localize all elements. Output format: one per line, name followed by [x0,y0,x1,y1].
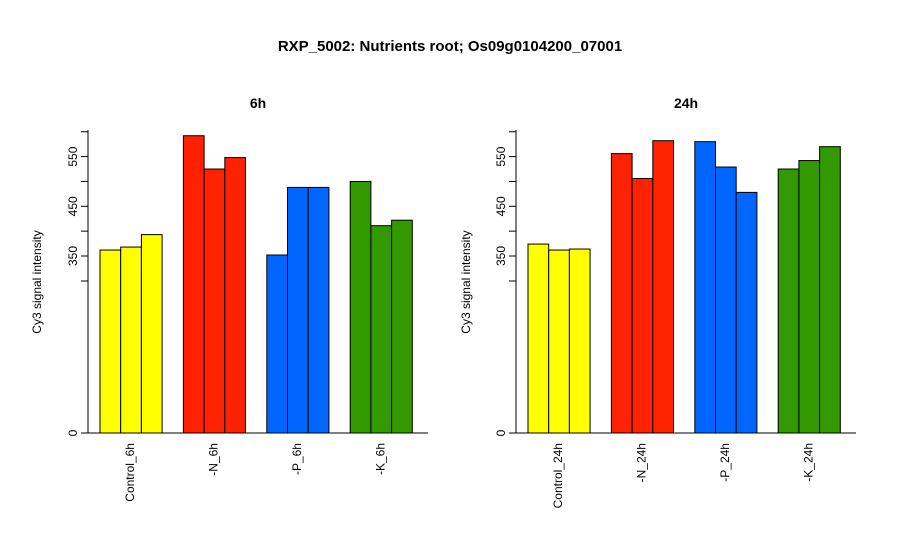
x-tick-label: -K_6h [373,443,387,475]
y-tick-label: 450 [494,196,508,216]
bar [349,180,372,434]
bar [287,186,309,434]
y-tick-label: 550 [494,146,508,166]
y-tick-label: 350 [66,246,80,266]
bar [224,157,247,434]
x-tick-label: Control_6h [123,443,137,502]
x-tick-label: -N_24h [635,443,649,482]
y-tick-label: 0 [494,429,508,436]
panel-title: 6h [250,95,266,111]
bar [548,249,570,434]
y-tick-label: 0 [66,429,80,436]
y-tick-label: 350 [494,246,508,266]
bar [391,219,413,434]
bar [777,168,800,434]
y-tick-label: 450 [66,196,80,216]
bar [610,153,633,434]
chart-main-title: RXP_5002: Nutrients root; Os09g0104200_0… [277,38,623,55]
bar [307,186,330,434]
bar [631,177,654,434]
y-axis-label: Cy3 signal intensity [459,230,473,333]
bar [140,234,163,434]
y-axis-label: Cy3 signal intensity [30,230,44,333]
bar [99,249,122,434]
y-tick-label: 550 [66,146,80,166]
x-tick-label: -P_6h [290,443,304,475]
bar [715,166,737,434]
bar [203,168,226,434]
x-tick-label: -P_24h [718,443,732,482]
bar [735,191,758,434]
bar [527,243,550,434]
bar [182,135,205,434]
bar [798,160,821,434]
bar [652,140,674,434]
bar [370,225,393,434]
panel-title: 24h [674,95,698,111]
bar [266,254,288,434]
bar [819,146,841,434]
x-tick-label: Control_24h [551,443,565,508]
x-tick-label: -K_24h [801,443,815,482]
bar [120,246,142,434]
x-tick-label: -N_6h [207,443,221,476]
bar [694,141,716,434]
bar [568,248,591,434]
